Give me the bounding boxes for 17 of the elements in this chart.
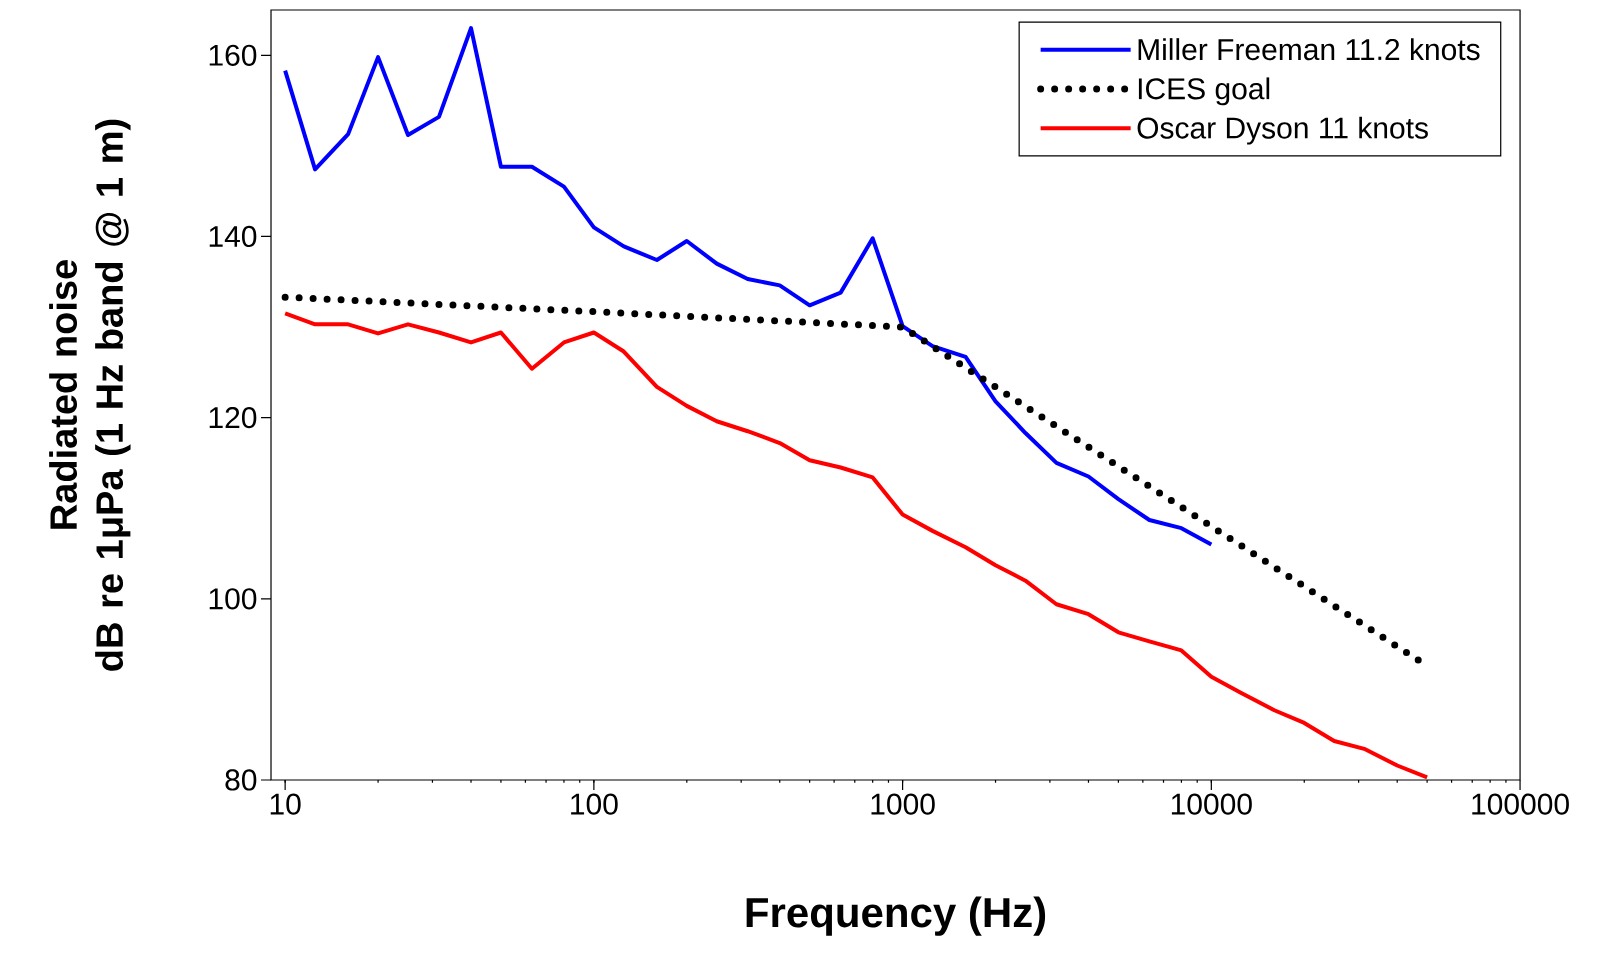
y-tick-label: 120: [209, 407, 257, 429]
legend-label: ICES goal: [1138, 77, 1270, 106]
legend-label: Oscar Dyson 11 knots: [1137, 116, 1428, 145]
x-tick-label: 100: [571, 793, 618, 815]
x-tick-label: 10000: [1171, 793, 1252, 815]
line-series: [283, 311, 1430, 780]
y-axis-title: Radiated noise dB re 1μPa (1 Hz band @ 1 m): [49, 119, 131, 671]
y-tick-label: 100: [209, 588, 257, 610]
x-tick-label: 10: [270, 793, 301, 815]
line-series: [283, 26, 1214, 547]
x-axis-title: Frequency (Hz): [746, 896, 1046, 936]
x-tick-label: 100000: [1472, 793, 1569, 815]
x-tick-label: 1000: [871, 793, 935, 815]
legend-label: Miller Freeman 11.2 knots: [1138, 38, 1480, 61]
y-tick-label: 80: [225, 769, 257, 791]
y-tick-label: 160: [209, 44, 257, 66]
y-tick-label: 140: [209, 225, 257, 248]
